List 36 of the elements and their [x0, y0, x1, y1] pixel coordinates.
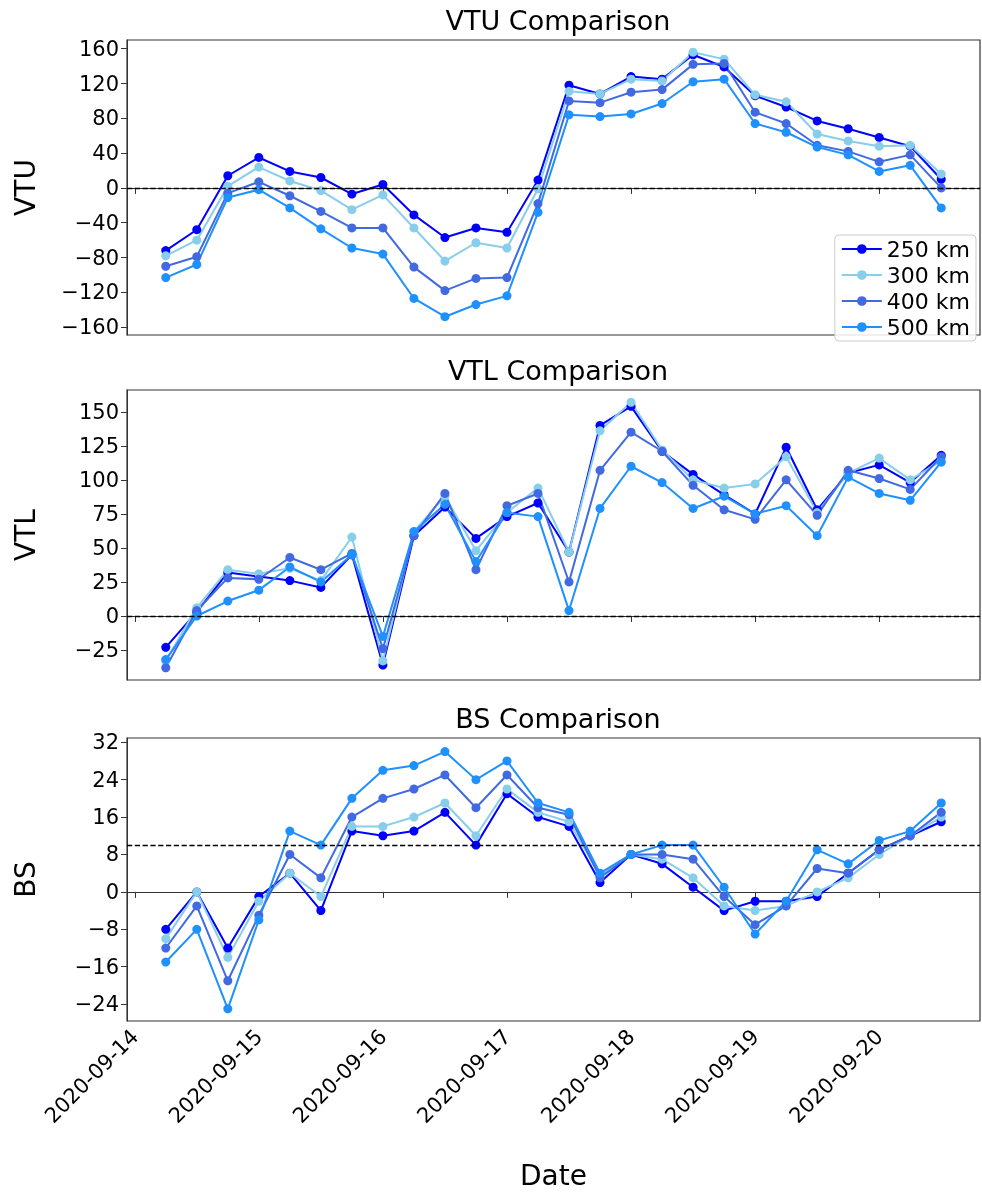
x-axis-title: Date [520, 1158, 587, 1192]
y-tick-label: 40 [92, 141, 119, 166]
legend-label: 500 km [886, 314, 970, 340]
chart-title: VTU Comparison [445, 5, 671, 36]
y-tick-label: 8 [105, 842, 119, 867]
y-tick-label: 25 [92, 569, 119, 594]
y-tick-label: 125 [78, 433, 119, 458]
legend-label: 300 km [886, 262, 970, 288]
y-axis-title: BS [8, 861, 42, 898]
y-tick-label: −24 [74, 992, 119, 1017]
y-tick-label: 100 [78, 467, 119, 492]
y-tick-label: 120 [78, 71, 119, 96]
y-tick-label: 32 [92, 730, 119, 755]
legend-label: 250 km [886, 236, 970, 262]
y-tick-label: 160 [78, 36, 119, 61]
y-tick-label: −25 [74, 638, 119, 663]
y-tick-label: 50 [92, 535, 119, 560]
y-tick-label: −120 [61, 280, 119, 305]
chart-title: VTL Comparison [447, 355, 669, 386]
y-tick-label: 16 [92, 805, 119, 830]
chart-title: BS Comparison [455, 703, 661, 734]
y-axis-title: VTL [8, 508, 42, 561]
y-tick-label: 0 [105, 175, 119, 200]
y-tick-label: −16 [74, 954, 119, 979]
y-tick-label: 80 [92, 106, 119, 131]
y-tick-label: 0 [105, 879, 119, 904]
y-tick-label: −160 [61, 315, 119, 340]
y-tick-label: 75 [92, 501, 119, 526]
y-tick-label: −80 [74, 245, 119, 270]
y-axis-title: VTU [8, 159, 42, 216]
y-tick-label: 150 [78, 399, 119, 424]
legend-label: 400 km [886, 288, 970, 314]
y-tick-label: −8 [88, 917, 119, 942]
y-tick-label: 0 [105, 604, 119, 629]
y-tick-label: −40 [74, 210, 119, 235]
y-tick-label: 24 [92, 767, 119, 792]
